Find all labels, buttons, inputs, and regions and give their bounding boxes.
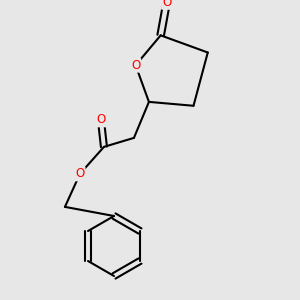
Text: O: O — [162, 0, 171, 9]
Text: O: O — [96, 113, 106, 126]
Text: O: O — [75, 167, 85, 180]
Text: O: O — [131, 59, 140, 72]
